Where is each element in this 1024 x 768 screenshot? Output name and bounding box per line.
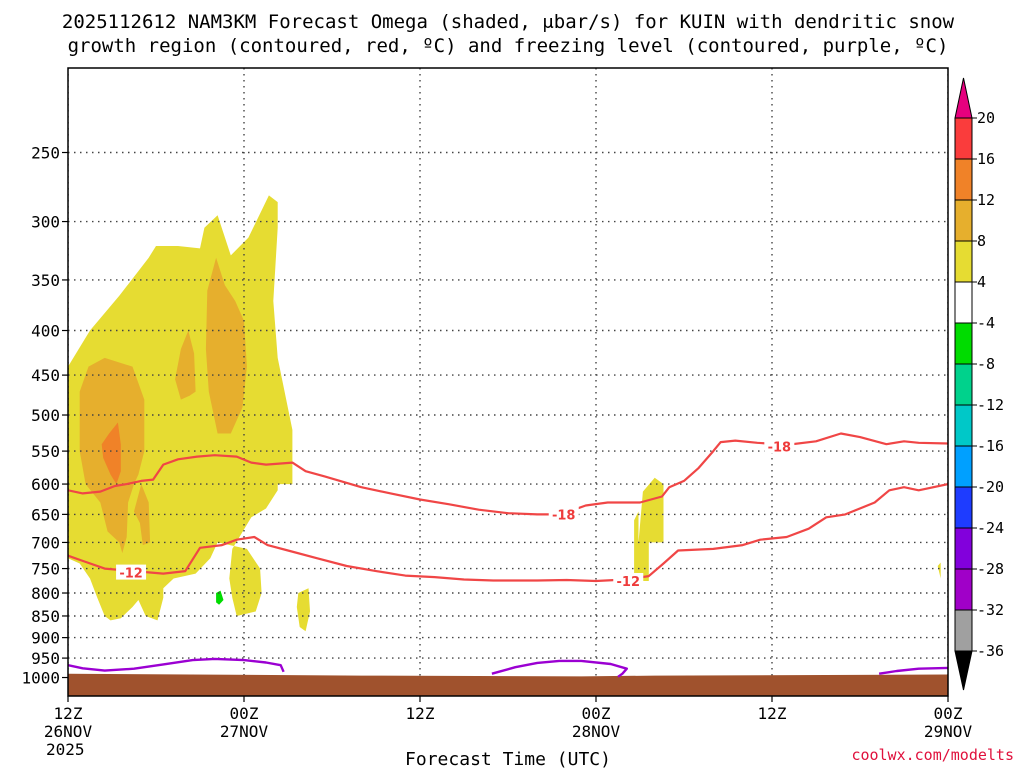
x-axis-label: Forecast Time (UTC): [405, 749, 611, 768]
colorbar-arrow-bottom: [954, 650, 973, 691]
colorbar-swatch-6: [954, 404, 973, 447]
freezing-level-contours: [68, 657, 948, 678]
colorbar-swatch-10: [954, 240, 973, 283]
colorbar-swatch-8: [954, 322, 973, 365]
xtick-label-4-0: 12Z: [758, 704, 787, 723]
contour-label-2: -12: [119, 567, 143, 582]
colorbar-label-8: -4: [977, 314, 995, 332]
ytick-label-700: 700: [31, 533, 60, 552]
ytick-label-800: 800: [31, 584, 60, 603]
ytick-label-500: 500: [31, 406, 60, 425]
contour-label-0: -18: [552, 508, 576, 523]
contour-label-bg-1: [764, 438, 795, 454]
ytick-label-350: 350: [31, 271, 60, 290]
colorbar-label-7: -8: [977, 355, 995, 373]
freezing-level-2: [878, 666, 948, 675]
y-axis: 250 300 350 400 450 500 550 600 650 700 750 800 850 9…: [21, 144, 68, 688]
ytick-label-850: 850: [31, 607, 60, 626]
contour-label-bg-2: [116, 564, 147, 580]
terrain: [68, 673, 948, 696]
credit-text: coolwx.com/modelts: [851, 746, 1014, 764]
colorbar-label-2: -28: [977, 560, 1004, 578]
freezing-level-0: [68, 657, 285, 673]
colorbar-label-9: 4: [977, 273, 986, 291]
colorbar-label-6: -12: [977, 396, 1004, 414]
colorbar-swatch-12: [954, 158, 973, 201]
colorbar-label-10: 8: [977, 232, 986, 250]
colorbar-label-11: 12: [977, 191, 995, 209]
ytick-label-950: 950: [31, 649, 60, 668]
dgz-contour--12: [68, 483, 948, 583]
contour-label-bg-3: [613, 572, 644, 588]
contour-label-1: -18: [768, 440, 792, 455]
colorbar-label-12: 16: [977, 150, 995, 168]
ytick-label-600: 600: [31, 475, 60, 494]
xtick-label-5-0: 00Z: [934, 704, 963, 723]
colorbar-arrow-top: [954, 77, 973, 119]
omega-region-6: [205, 257, 247, 434]
ytick-label-1000: 1000: [21, 669, 60, 688]
colorbar-swatch-11: [954, 199, 973, 242]
colorbar-label-3: -24: [977, 519, 1004, 537]
xtick-label-3-0: 00Z: [582, 704, 611, 723]
ytick-label-750: 750: [31, 560, 60, 579]
plot-frame: [67, 67, 949, 697]
plot-area: [68, 68, 948, 696]
colorbar-swatch-4: [954, 486, 973, 529]
xtick-label-0-0: 12Z: [54, 704, 83, 723]
omega-region-8: [101, 422, 121, 485]
ytick-label-450: 450: [31, 366, 60, 385]
colorbar-swatch-13: [954, 117, 973, 160]
xtick-label-3-1: 28NOV: [572, 722, 621, 741]
ytick-label-400: 400: [31, 322, 60, 341]
colorbar-swatch-5: [954, 445, 973, 488]
colorbar-label-5: -16: [977, 437, 1004, 455]
colorbar-label-13: 20: [977, 109, 995, 127]
omega-region-1: [296, 588, 310, 632]
colorbar-label-4: -20: [977, 478, 1004, 496]
contour-labels: -18 -18 -12 -12: [116, 438, 795, 590]
ytick-label-650: 650: [31, 505, 60, 524]
contour-label-bg-0: [548, 506, 579, 522]
chart-title-line1: 2025112612 NAM3KM Forecast Omega (shaded…: [62, 11, 955, 33]
xtick-label-0-2: 2025: [46, 740, 85, 759]
xtick-label-1-1: 27NOV: [220, 722, 269, 741]
omega-region-3: [937, 562, 941, 579]
chart-title-line2: growth region (contoured, red, ºC) and f…: [68, 35, 949, 57]
omega-region-5: [134, 484, 151, 546]
xtick-label-5-1: 29NOV: [924, 722, 973, 741]
colorbar-swatch-2: [954, 568, 973, 611]
omega-region-2: [634, 477, 664, 581]
colorbar-swatch-7: [954, 363, 973, 406]
xtick-label-0-1: 26NOV: [44, 722, 93, 741]
colorbar-swatch-1: [954, 609, 973, 652]
ytick-label-900: 900: [31, 629, 60, 648]
omega-region-7: [175, 330, 196, 400]
colorbar-swatch-3: [954, 527, 973, 570]
omega-shading: [68, 195, 941, 678]
colorbar: -36 -32 -28 -24 -20 -16 -12 -8 -4 4 8 12 16 20: [954, 77, 1004, 691]
ytick-label-300: 300: [31, 213, 60, 232]
colorbar-swatch-9: [954, 281, 973, 324]
colorbar-label-0: -36: [977, 642, 1004, 660]
terrain-fill: [68, 673, 948, 696]
colorbar-label-1: -32: [977, 601, 1004, 619]
xtick-label-2-0: 12Z: [406, 704, 435, 723]
freezing-level-1: [491, 659, 628, 678]
xtick-label-1-0: 00Z: [230, 704, 259, 723]
ytick-label-250: 250: [31, 144, 60, 163]
ytick-label-550: 550: [31, 442, 60, 461]
contour-label-3: -12: [617, 575, 641, 590]
omega-region-9: [216, 590, 224, 605]
